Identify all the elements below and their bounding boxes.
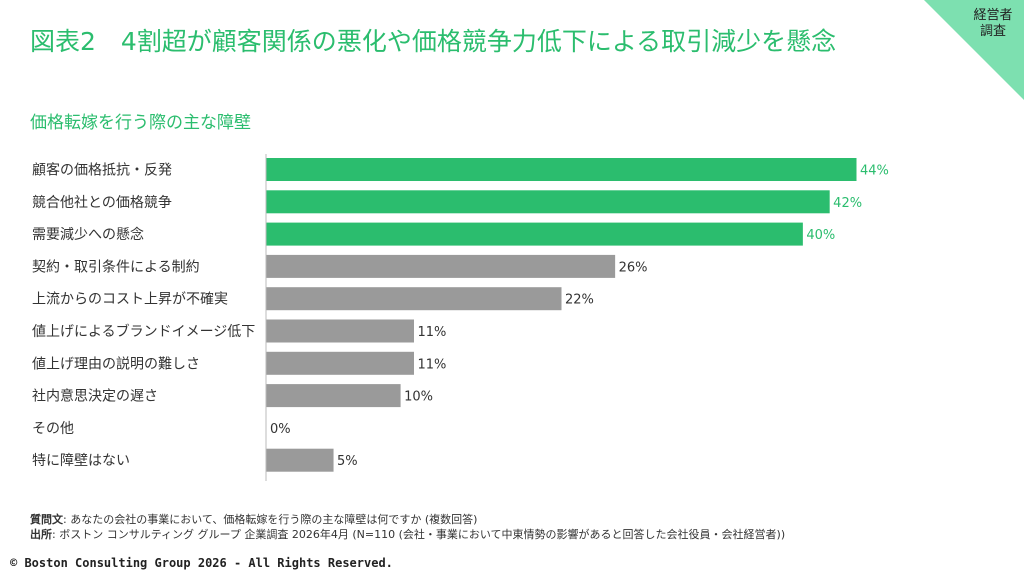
- badge-line-2: 調査: [979, 24, 1006, 39]
- value-label: 11%: [418, 357, 447, 372]
- category-label: その他: [32, 421, 74, 437]
- bar: [266, 158, 857, 181]
- question-label: 質問文: [30, 513, 63, 526]
- bar: [266, 384, 401, 408]
- value-label: 40%: [806, 228, 835, 243]
- footnote: 質問文: あなたの会社の事業において、価格転嫁を行う際の主な障壁は何ですか (複…: [30, 512, 785, 542]
- badge-text: 経営者 調査: [968, 8, 1018, 40]
- category-label: 値上げによるブランドイメージ低下: [32, 323, 255, 340]
- badge-line-1: 経営者: [973, 8, 1013, 23]
- bar-chart: 顧客の価格抵抗・反発 44% 競合他社との価格競争 42% 需要減少への懸念 40% 契約・…: [32, 154, 889, 481]
- question-line: 質問文: あなたの会社の事業において、価格転嫁を行う際の主な障壁は何ですか (複…: [30, 512, 785, 527]
- bar: [266, 319, 414, 343]
- badge-triangle: [924, 0, 1024, 100]
- category-label: 契約・取引条件による制約: [32, 258, 200, 275]
- bar: [266, 351, 414, 375]
- bar: [266, 448, 334, 472]
- category-label: 顧客の価格抵抗・反発: [32, 162, 172, 179]
- value-label: 5%: [337, 454, 358, 469]
- value-label: 10%: [404, 390, 433, 405]
- value-label: 44%: [860, 164, 889, 179]
- page-title: 図表2 4割超が顧客関係の悪化や価格競争力低下による取引減少を懸念: [30, 27, 837, 56]
- category-label: 特に障壁はない: [32, 453, 130, 469]
- value-label: 42%: [833, 196, 862, 211]
- bar: [266, 190, 830, 214]
- bar: [266, 254, 616, 278]
- bar: [266, 222, 803, 246]
- bar: [266, 287, 562, 311]
- source-line: 出所: ボストン コンサルティング グループ 企業調査 2026年4月 (N=1…: [30, 527, 785, 542]
- chart-subtitle: 価格転嫁を行う際の主な障壁: [30, 113, 251, 133]
- value-label: 26%: [619, 260, 648, 275]
- value-label: 0%: [270, 422, 291, 437]
- value-label: 11%: [418, 325, 447, 340]
- category-label: 社内意思決定の遅さ: [32, 388, 158, 405]
- category-label: 需要減少への懸念: [32, 226, 144, 243]
- category-label: 上流からのコスト上昇が不確実: [32, 292, 228, 308]
- survey-badge: 経営者 調査: [924, 0, 1024, 100]
- source-text: : ボストン コンサルティング グループ 企業調査 2026年4月 (N=110…: [52, 528, 786, 541]
- value-label: 22%: [565, 293, 594, 308]
- source-label: 出所: [30, 528, 52, 541]
- copyright: © Boston Consulting Group 2026 - All Rig…: [10, 556, 393, 570]
- category-label: 値上げ理由の説明の難しさ: [32, 356, 200, 372]
- question-text: : あなたの会社の事業において、価格転嫁を行う際の主な障壁は何ですか (複数回答…: [63, 513, 478, 526]
- category-label: 競合他社との価格競争: [32, 195, 172, 211]
